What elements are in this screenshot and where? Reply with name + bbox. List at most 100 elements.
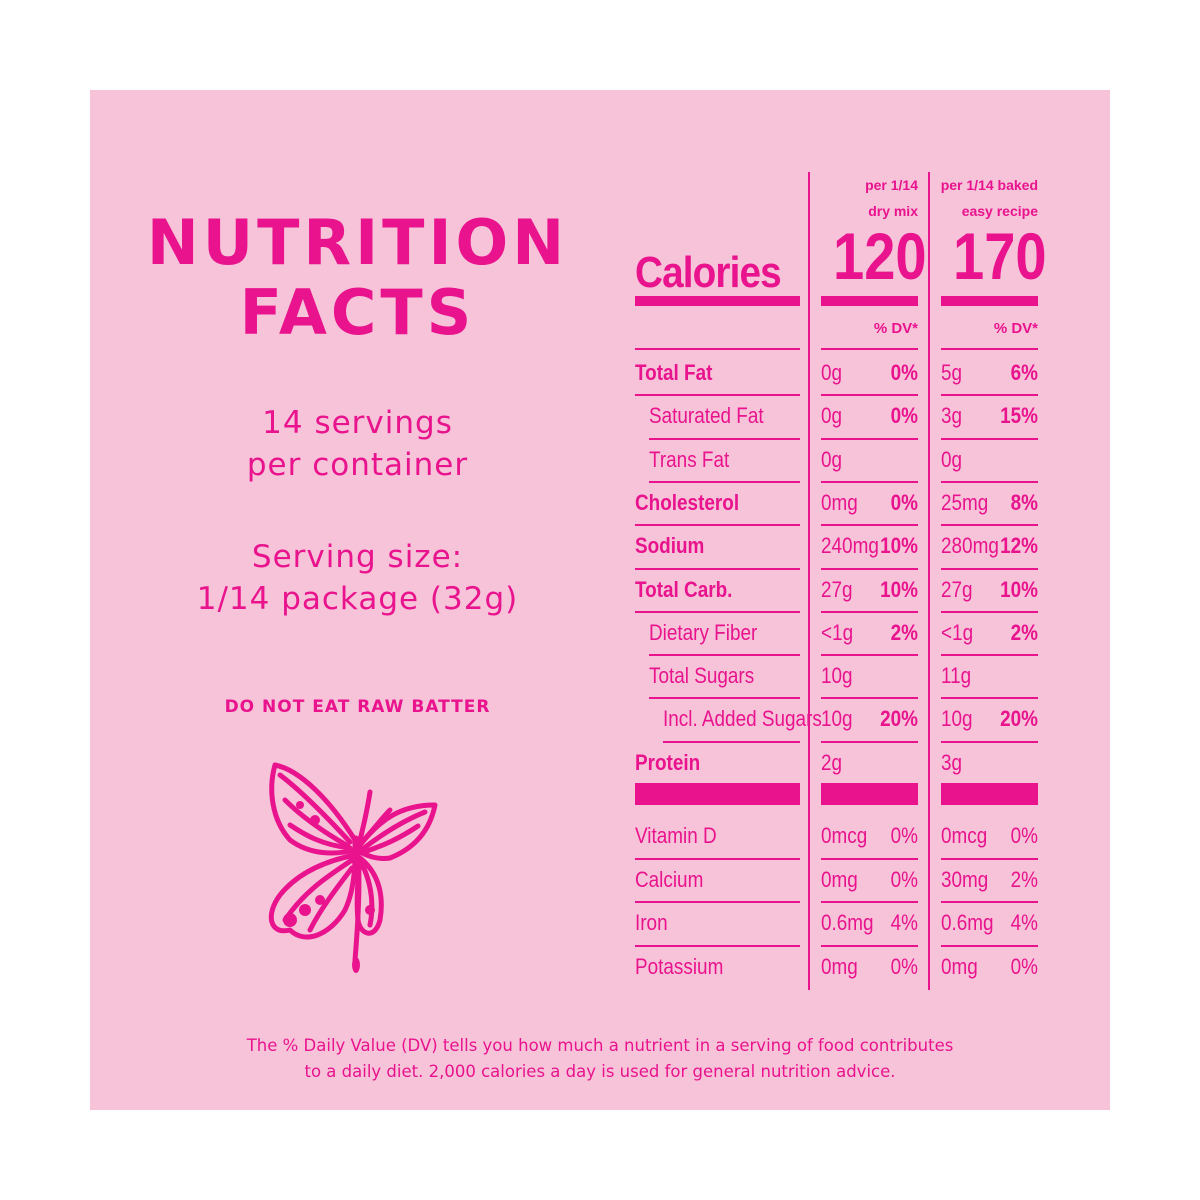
row-divider (821, 348, 918, 350)
amount-dry: 27g (821, 576, 853, 602)
row-divider (941, 740, 1038, 743)
row-divider (663, 740, 800, 743)
amount-dry: 10g (821, 706, 853, 732)
nutrient-name: Total Sugars (649, 663, 755, 689)
amount-dry: 240mg (821, 533, 879, 559)
vitamin-amount-baked: 30mg (941, 866, 989, 892)
row-divider (821, 740, 918, 743)
row-divider (941, 857, 1038, 860)
calories-bar-dry (821, 296, 918, 306)
calories-label: Calories (635, 248, 782, 297)
amount-dry: 0g (821, 446, 843, 472)
vitamin-percent-dry: 4% (890, 910, 918, 935)
servings-line2: per container (246, 447, 469, 483)
row-divider (649, 697, 800, 700)
amount-baked: 0g (941, 446, 963, 472)
percent-dry: 0% (890, 360, 918, 385)
percent-baked: 2% (1010, 619, 1038, 645)
row-divider (821, 524, 918, 527)
nutrient-name: Saturated Fat (649, 403, 764, 429)
row-divider (635, 394, 800, 397)
row-divider (941, 394, 1038, 397)
nutrient-name: Trans Fat (649, 446, 730, 472)
row-divider (941, 654, 1038, 657)
calories-bar-baked (941, 296, 1038, 306)
row-divider (941, 944, 1038, 947)
vitamin-amount-dry: 0.6mg (821, 910, 874, 935)
percent-dry: 0% (890, 489, 918, 515)
nutrition-panel: NUTRITION FACTS 14 servings per containe… (90, 90, 1110, 1110)
row-divider (941, 901, 1038, 903)
daily-value-footnote: The % Daily Value (DV) tells you how muc… (190, 1033, 1010, 1085)
row-divider (941, 610, 1038, 613)
row-divider (941, 480, 1038, 483)
nutrition-facts-title: NUTRITION FACTS (90, 208, 625, 348)
row-divider (635, 944, 800, 947)
title-line2: FACTS (239, 276, 476, 349)
amount-baked: 3g (941, 403, 963, 429)
row-divider (635, 567, 800, 570)
amount-dry: 0g (821, 360, 843, 385)
header-baked-line2: easy recipe (961, 203, 1038, 219)
percent-baked: 15% (1000, 403, 1038, 429)
servings-per-container: 14 servings per container (90, 402, 625, 486)
vitamin-amount-baked: 0mg (941, 953, 978, 979)
dv-label-dry: % DV* (873, 320, 918, 337)
row-divider (941, 567, 1038, 570)
vitamin-percent-baked: 0% (1010, 953, 1038, 979)
amount-baked: 27g (941, 576, 973, 602)
amount-dry: 2g (821, 749, 843, 775)
column-header-baked: per 1/14 baked easy recipe (938, 172, 1038, 224)
row-divider (821, 857, 918, 860)
header-dry-line1: per 1/14 (865, 177, 918, 193)
amount-dry: <1g (821, 619, 854, 645)
percent-baked: 20% (1000, 706, 1038, 732)
vitamin-name: Calcium (635, 866, 704, 892)
row-divider (821, 697, 918, 700)
percent-dry: 2% (890, 619, 918, 645)
row-divider (635, 348, 800, 350)
vitamin-percent-baked: 2% (1010, 866, 1038, 892)
row-divider (635, 610, 800, 613)
title-line1: NUTRITION (146, 206, 569, 279)
amount-dry: 0mg (821, 489, 858, 515)
nutrient-name: Sodium (635, 533, 705, 559)
vitamin-name: Iron (635, 910, 668, 935)
serving-size-line1: Serving size: (251, 539, 464, 575)
row-divider (821, 944, 918, 947)
column-divider-2 (928, 172, 930, 990)
percent-baked: 12% (1000, 533, 1038, 559)
row-divider (821, 437, 918, 440)
vitamin-bar-baked (941, 783, 1038, 805)
row-divider (821, 610, 918, 613)
row-divider (941, 437, 1038, 440)
serving-size-line2: 1/14 package (32g) (196, 581, 519, 617)
row-divider (635, 857, 800, 860)
calories-dry: 120 (833, 219, 927, 293)
row-divider (821, 654, 918, 657)
header-dry-line2: dry mix (868, 203, 918, 219)
percent-dry: 10% (880, 576, 918, 602)
raw-batter-warning: DO NOT EAT RAW BATTER (224, 697, 491, 717)
amount-baked: 3g (941, 749, 963, 775)
vitamin-percent-dry: 0% (890, 953, 918, 979)
nutrient-name: Incl. Added Sugars (663, 706, 822, 732)
amount-baked: 25mg (941, 489, 989, 515)
vitamin-amount-baked: 0.6mg (941, 910, 994, 935)
row-divider (649, 437, 800, 440)
row-divider (821, 480, 918, 483)
vitamin-amount-baked: 0mcg (941, 823, 988, 848)
nutrient-name: Dietary Fiber (649, 619, 758, 645)
row-divider (821, 567, 918, 570)
footnote-line1: The % Daily Value (DV) tells you how muc… (246, 1036, 954, 1055)
vitamin-percent-dry: 0% (890, 866, 918, 892)
percent-dry: 0% (890, 403, 918, 429)
row-divider (941, 348, 1038, 350)
percent-baked: 8% (1010, 489, 1038, 515)
vitamin-percent-baked: 0% (1010, 823, 1038, 848)
amount-baked: <1g (941, 619, 974, 645)
row-divider (649, 480, 800, 483)
nutrient-name: Total Fat (635, 360, 713, 385)
amount-baked: 10g (941, 706, 973, 732)
row-divider (649, 654, 800, 657)
